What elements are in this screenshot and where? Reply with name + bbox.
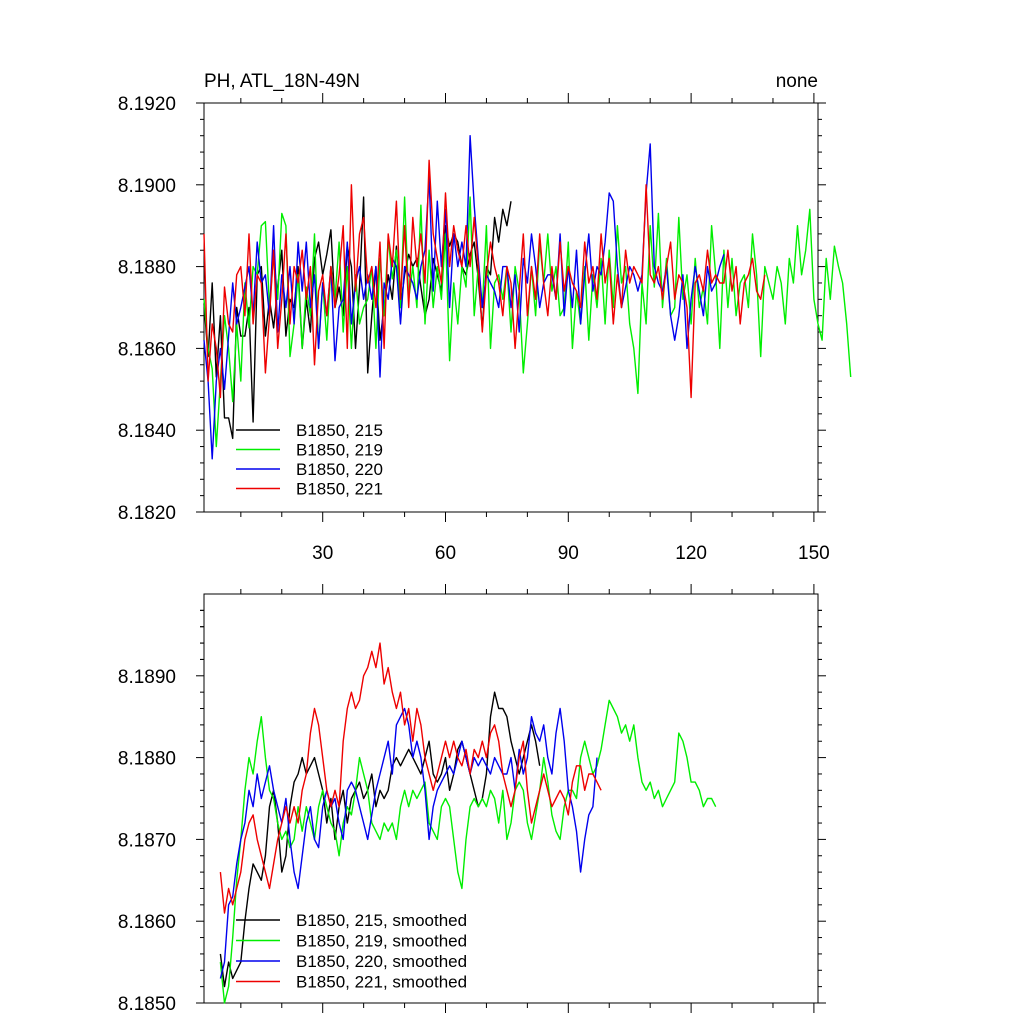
y-tick-label: 8.1880 [118,749,176,770]
x-tick-label: 90 [558,543,579,564]
y-tick-label: 8.1840 [118,421,176,442]
bottom-plot-frame [203,593,819,1004]
y-tick-label: 8.1820 [118,503,176,524]
top-chart-title: PH, ATL_18N-49N [204,71,360,92]
legend-label: B1850, 221, smoothed [296,973,467,992]
top-series-group [203,134,852,460]
series-line [203,159,766,399]
legend-label: B1850, 215 [296,421,383,440]
series-line [203,134,725,460]
legend-label: B1850, 220, smoothed [296,952,467,971]
y-tick-label: 8.1890 [118,667,176,688]
top-chart-panel: 8.1820 8.1840 8.1860 8.1880 8.1900 8.1920 30 60… [118,93,852,564]
y-tick-label: 8.1920 [118,94,176,115]
y-tick-label: 8.1860 [118,912,176,933]
y-tick-label: 8.1850 [118,994,176,1015]
y-tick-label: 8.1870 [118,830,176,851]
top-tick-marks: 8.1820 8.1840 8.1860 8.1880 8.1900 8.1920 30 60… [118,93,830,564]
legend-label: B1850, 219, smoothed [296,932,467,951]
y-tick-label: 8.1900 [118,176,176,197]
legend-label: B1850, 215, smoothed [296,911,467,930]
legend-label: B1850, 220 [296,460,383,479]
x-tick-label: 30 [312,543,333,564]
legend-label: B1850, 219 [296,441,383,460]
x-tick-label: 120 [675,543,707,564]
bottom-series-group [219,642,717,1004]
bottom-chart-panel: 8.1850 8.1860 8.1870 8.1880 8.1890 B1850, 21… [118,584,826,1015]
y-tick-label: 8.1860 [118,339,176,360]
legend-label: B1850, 221 [296,480,383,499]
series-line [219,642,602,914]
x-tick-label: 60 [435,543,456,564]
x-tick-label: 150 [798,543,830,564]
bottom-legend: B1850, 215, smoothed B1850, 219, smoothed… [236,911,467,992]
bottom-tick-marks: 8.1850 8.1860 8.1870 8.1880 8.1890 [118,584,826,1015]
series-line [219,699,717,1004]
y-tick-label: 8.1880 [118,258,176,279]
top-chart-title-right: none [776,71,818,92]
